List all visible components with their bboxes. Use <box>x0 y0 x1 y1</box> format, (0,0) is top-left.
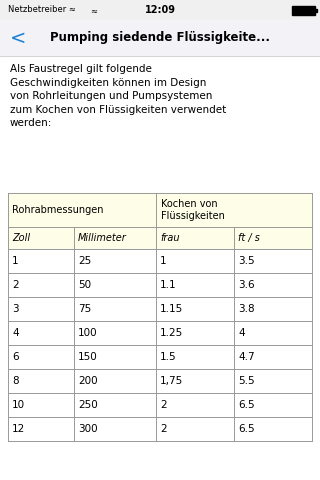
Bar <box>8 249 312 273</box>
Text: 6.5: 6.5 <box>238 424 255 434</box>
Bar <box>8 297 312 321</box>
Text: 3.6: 3.6 <box>238 280 255 290</box>
Text: 4.7: 4.7 <box>238 352 255 362</box>
Text: Millimeter: Millimeter <box>78 233 127 243</box>
Text: 4: 4 <box>12 328 19 338</box>
Text: 1: 1 <box>160 256 167 266</box>
Text: 150: 150 <box>78 352 98 362</box>
Bar <box>8 321 312 345</box>
Text: 300: 300 <box>78 424 98 434</box>
Bar <box>8 227 312 249</box>
Bar <box>8 193 312 227</box>
Text: 50: 50 <box>78 280 91 290</box>
Text: 2: 2 <box>160 424 167 434</box>
Bar <box>292 6 315 15</box>
Bar <box>8 345 312 369</box>
Text: 1.1: 1.1 <box>160 280 177 290</box>
Text: 3.8: 3.8 <box>238 304 255 314</box>
Text: 1: 1 <box>12 256 19 266</box>
Text: 2: 2 <box>160 400 167 410</box>
Bar <box>315 9 317 12</box>
Text: 100: 100 <box>78 328 98 338</box>
Text: 1.5: 1.5 <box>160 352 177 362</box>
Text: 8: 8 <box>12 376 19 386</box>
Text: 10: 10 <box>12 400 25 410</box>
Bar <box>8 393 312 417</box>
Bar <box>8 369 312 393</box>
Text: 12:09: 12:09 <box>145 5 175 15</box>
Text: 4: 4 <box>238 328 244 338</box>
Text: 1,75: 1,75 <box>160 376 183 386</box>
Text: Als Faustregel gilt folgende
Geschwindigkeiten können im Design
von Rohrleitunge: Als Faustregel gilt folgende Geschwindig… <box>10 64 226 128</box>
Text: 200: 200 <box>78 376 98 386</box>
Text: 6.5: 6.5 <box>238 400 255 410</box>
Text: Zoll: Zoll <box>12 233 30 243</box>
Text: 2: 2 <box>12 280 19 290</box>
Text: Kochen von
Flüssigkeiten: Kochen von Flüssigkeiten <box>161 199 225 221</box>
Text: 3: 3 <box>12 304 19 314</box>
Text: 5.5: 5.5 <box>238 376 255 386</box>
Bar <box>8 273 312 297</box>
Text: 1.15: 1.15 <box>160 304 183 314</box>
Bar <box>0 0 320 20</box>
Bar <box>0 20 320 56</box>
Text: frau: frau <box>160 233 180 243</box>
Text: <: < <box>10 28 26 48</box>
Text: ≈: ≈ <box>90 6 97 15</box>
Text: ft / s: ft / s <box>238 233 260 243</box>
Text: 75: 75 <box>78 304 91 314</box>
Text: 25: 25 <box>78 256 91 266</box>
Text: Pumping siedende Flüssigkeite...: Pumping siedende Flüssigkeite... <box>50 32 270 45</box>
Bar <box>8 417 312 441</box>
Text: 6: 6 <box>12 352 19 362</box>
Text: 250: 250 <box>78 400 98 410</box>
Text: 12: 12 <box>12 424 25 434</box>
Text: 3.5: 3.5 <box>238 256 255 266</box>
Text: 1.25: 1.25 <box>160 328 183 338</box>
Text: Netzbetreiber ≈: Netzbetreiber ≈ <box>8 5 76 14</box>
Text: Rohrabmessungen: Rohrabmessungen <box>12 205 103 215</box>
